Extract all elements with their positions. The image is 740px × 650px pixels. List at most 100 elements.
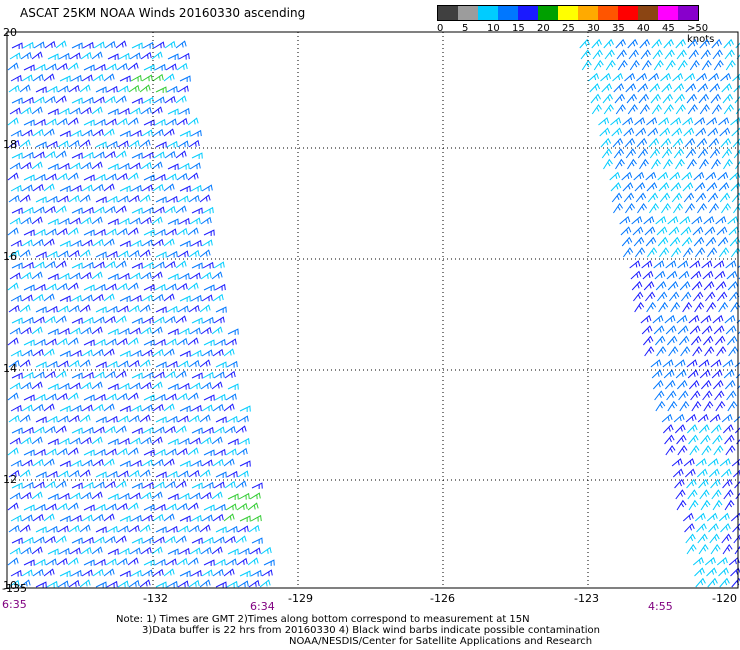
wind-barb: [615, 158, 625, 170]
wind-barb: [165, 558, 177, 566]
wind-barb: [696, 137, 708, 148]
legend-tick-label: 20: [537, 23, 550, 34]
wind-barb: [706, 117, 718, 126]
wind-barb: [685, 533, 696, 544]
wind-barb: [727, 216, 739, 225]
wind-barb: [167, 163, 179, 170]
wind-barb: [177, 470, 189, 478]
wind-barb: [249, 547, 261, 555]
wind-barb: [657, 291, 668, 302]
wind-barb: [201, 184, 213, 192]
wind-barb: [733, 533, 740, 544]
wind-barb: [31, 491, 43, 500]
wind-barb: [651, 104, 662, 115]
wind-barb: [59, 295, 71, 302]
wind-barb: [80, 161, 92, 170]
wind-barb: [661, 203, 672, 214]
wind-barb: [44, 370, 56, 379]
wind-barb: [623, 192, 635, 203]
wind-barb: [175, 370, 187, 379]
wind-barb: [695, 247, 706, 258]
wind-barb: [67, 172, 79, 181]
wind-barb: [164, 535, 176, 544]
wind-barb: [679, 400, 690, 412]
wind-barb: [119, 570, 131, 577]
wind-barb: [45, 558, 57, 566]
wind-barb: [165, 283, 177, 291]
wind-barb: [8, 249, 20, 258]
wind-barb: [130, 184, 142, 192]
wind-barb: [224, 425, 236, 434]
wind-barb: [69, 272, 81, 280]
wind-barb: [191, 262, 203, 269]
wind-barb: [35, 306, 47, 313]
wind-barb: [215, 416, 227, 423]
wind-barb: [646, 117, 658, 126]
wind-barb: [202, 261, 214, 269]
wind-barb: [141, 184, 153, 192]
wind-barb: [727, 400, 738, 412]
wind-barb: [639, 104, 650, 115]
wind-barb: [722, 478, 733, 489]
wind-barb: [626, 93, 638, 104]
wind-barb: [676, 434, 687, 445]
wind-barb: [603, 104, 614, 115]
wind-barb: [11, 427, 23, 434]
wind-barb: [691, 216, 703, 225]
wind-barb: [8, 359, 20, 368]
wind-barb: [616, 49, 627, 60]
wind-barb: [201, 404, 213, 412]
wind-barb: [650, 359, 662, 368]
wind-barb: [23, 229, 35, 236]
wind-barb: [82, 371, 94, 379]
wind-barb: [55, 260, 67, 269]
wind-barb: [80, 51, 92, 60]
wind-barb: [689, 325, 701, 335]
wind-barb: [81, 74, 93, 82]
wind-barb: [167, 273, 179, 280]
wind-barb: [226, 470, 238, 478]
wind-barb: [56, 62, 68, 71]
wind-barb: [8, 414, 20, 423]
wind-barb: [697, 203, 708, 214]
x-tick-label: -135: [2, 582, 27, 595]
wind-barb: [119, 130, 131, 137]
wind-barb: [687, 38, 698, 49]
wind-barb: [44, 95, 56, 104]
wind-barb: [682, 512, 694, 522]
wind-barb: [68, 139, 80, 148]
wind-barb: [601, 148, 613, 159]
wind-barb: [21, 404, 33, 412]
wind-barb: [676, 499, 687, 511]
wind-barb: [11, 42, 23, 49]
wind-barb: [581, 59, 592, 71]
wind-barb: [59, 75, 71, 82]
wind-barb: [56, 117, 68, 126]
wind-barb: [718, 567, 729, 577]
wind-barb: [59, 130, 71, 137]
wind-barb: [212, 568, 224, 577]
wind-barb: [19, 469, 31, 478]
wind-barb: [707, 247, 718, 258]
wind-barb: [721, 413, 733, 423]
wind-barb: [10, 129, 22, 137]
wind-barb: [104, 205, 116, 214]
wind-barb: [165, 448, 177, 456]
wind-barb: [118, 327, 130, 335]
wind-barb: [239, 460, 251, 467]
wind-barb: [117, 250, 129, 258]
wind-barb: [31, 161, 43, 170]
wind-barb: [23, 64, 35, 71]
wind-barb: [710, 359, 722, 368]
wind-barb: [661, 83, 673, 93]
wind-barb: [698, 478, 709, 489]
wind-barb: [127, 502, 139, 511]
wind-barb: [200, 326, 212, 335]
wind-barb: [59, 350, 71, 357]
wind-barb: [79, 524, 91, 533]
wind-barb: [614, 93, 626, 104]
wind-barb: [140, 436, 152, 445]
wind-barb: [71, 317, 83, 324]
wind-barb: [640, 314, 652, 324]
